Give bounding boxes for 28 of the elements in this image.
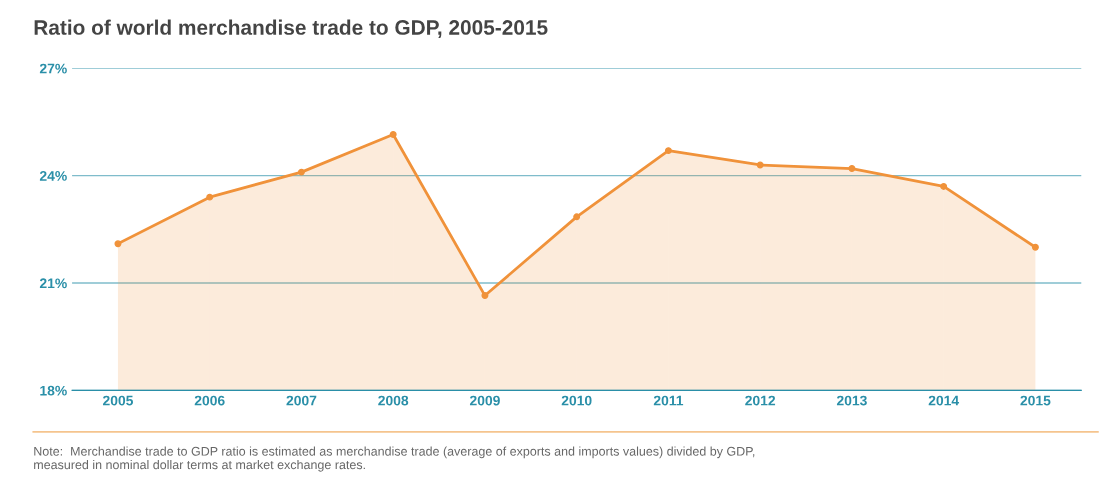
x-tick-label: 2005 bbox=[102, 395, 134, 406]
point bbox=[664, 147, 672, 155]
y-tick-label: 24% bbox=[39, 171, 67, 181]
text: Note: Merchandise trade to GDP ratio is estimated as merchandise trade (average of exports and imports values) divided by GDP, measured in nominal dollar terms at market exchange rates. bbox=[34, 446, 755, 472]
point bbox=[756, 161, 764, 169]
point bbox=[389, 131, 397, 138]
x-tick-label: 2012 bbox=[745, 395, 776, 406]
x-tick-label: 2010 bbox=[561, 395, 592, 406]
point bbox=[848, 165, 856, 172]
point bbox=[481, 292, 489, 300]
x-tick-label: 2013 bbox=[836, 395, 867, 406]
point bbox=[1031, 243, 1039, 251]
point bbox=[297, 168, 305, 176]
point bbox=[940, 182, 948, 190]
x-tick-label: 2008 bbox=[378, 395, 409, 406]
x-tick-label: 2006 bbox=[194, 395, 225, 406]
point bbox=[206, 193, 214, 201]
x-tick-label: 2014 bbox=[928, 395, 960, 406]
y-tick-label: 27% bbox=[39, 63, 67, 74]
point bbox=[573, 213, 581, 221]
y-tick-label: 21% bbox=[39, 278, 67, 289]
chart-title: Ratio of world merchandise trade to GDP, 2005-2015 bbox=[34, 19, 548, 38]
x-tick-label: 2015 bbox=[1020, 395, 1051, 406]
x-tick-label: 2009 bbox=[469, 395, 500, 406]
x-tick-label: 2007 bbox=[286, 395, 317, 406]
point bbox=[114, 240, 122, 248]
x-tick-label: 2011 bbox=[653, 395, 684, 406]
y-tick-label: 18% bbox=[40, 385, 67, 396]
